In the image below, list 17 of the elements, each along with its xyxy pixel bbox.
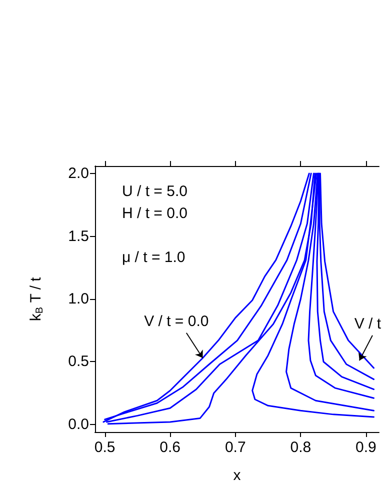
y-tick-label: 1.0 — [68, 290, 89, 308]
x-tick-label: 0.7 — [224, 439, 246, 456]
y-tick-label: 0.5 — [68, 353, 89, 370]
annotation: V / t — [354, 315, 382, 332]
annotation: μ / t = 1.0 — [122, 249, 186, 266]
x-tick-label: 0.6 — [160, 439, 181, 456]
x-axis-title: x — [233, 467, 242, 484]
annotation: U / t = 5.0 — [122, 183, 188, 200]
y-tick-label: 1.5 — [68, 228, 89, 245]
x-tick-label: 0.9 — [356, 439, 376, 456]
annotation: H / t = 0.0 — [122, 205, 188, 222]
y-tick-label: 0.0 — [68, 416, 89, 433]
x-tick-label: 0.8 — [290, 439, 312, 456]
annotation: V / t = 0.0 — [144, 312, 209, 330]
y-tick-label: 2.0 — [68, 165, 89, 182]
x-tick-label: 0.5 — [94, 439, 116, 456]
y-axis-title: kB T / t — [28, 276, 46, 322]
